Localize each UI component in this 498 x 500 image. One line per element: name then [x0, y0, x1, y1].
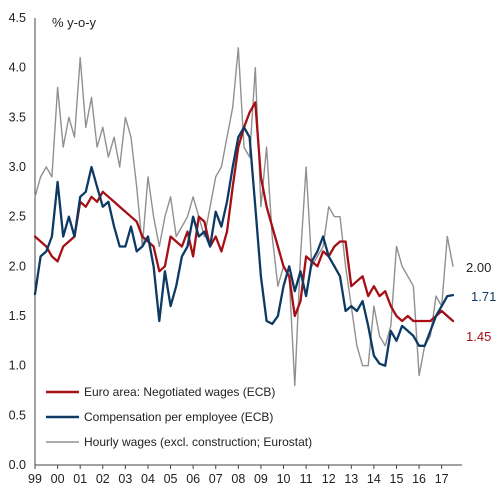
x-tick-label: 03	[118, 472, 132, 486]
x-tick-label: 12	[322, 472, 336, 486]
y-tick-label: 0.0	[9, 458, 26, 472]
x-tick-label: 05	[164, 472, 178, 486]
y-tick-label: 1.0	[9, 359, 26, 373]
x-tick-label: 01	[73, 472, 87, 486]
legend: Euro area: Negotiated wages (ECB) Compens…	[46, 385, 312, 449]
series-lines	[33, 47, 455, 387]
y-tick-label: 0.5	[9, 408, 26, 422]
x-tick-label: 02	[96, 472, 110, 486]
x-tick-label: 09	[254, 472, 268, 486]
x-tick-label: 16	[412, 472, 426, 486]
x-tick-label: 08	[231, 472, 245, 486]
y-tick-label: 3.0	[9, 160, 26, 174]
end-label-hourly: 2.00	[466, 260, 491, 275]
y-tick-label: 4.5	[9, 11, 26, 25]
series-line-compensation	[33, 126, 455, 367]
x-tick-label: 07	[209, 472, 223, 486]
x-tick-label: 15	[390, 472, 404, 486]
series-line-hourly	[34, 47, 454, 387]
x-axis: 99 00 01 02 03 04 05 06 07 08 09 10 11 12 13 14 15 16 17	[28, 464, 462, 486]
end-label-compensation: 1.71	[471, 289, 496, 304]
x-tick-label: 00	[51, 472, 65, 486]
y-tick-label: 2.5	[9, 210, 26, 224]
x-tick-label: 14	[367, 472, 381, 486]
legend-label-hourly: Hourly wages (excl. construction; Eurost…	[84, 435, 312, 449]
y-tick-label: 3.5	[9, 110, 26, 124]
y-axis: 0.0 0.5 1.0 1.5 2.0 2.5 3.0 3.5 4.0 4.5	[9, 11, 36, 472]
x-tick-label: 10	[277, 472, 291, 486]
x-tick-label: 04	[141, 472, 155, 486]
end-label-negotiated: 1.45	[466, 329, 491, 344]
x-tick-label: 99	[28, 472, 42, 486]
end-labels: 2.00 1.71 1.45	[466, 260, 496, 344]
y-tick-label: 4.0	[9, 61, 26, 75]
x-tick-label: 11	[300, 472, 313, 486]
x-tick-label: 06	[186, 472, 200, 486]
x-tick-label: 13	[344, 472, 358, 486]
y-tick-label: 1.5	[9, 309, 26, 323]
y-tick-label: 2.0	[9, 259, 26, 273]
x-tick-label: 17	[435, 472, 449, 486]
legend-label-negotiated: Euro area: Negotiated wages (ECB)	[84, 385, 275, 399]
unit-label: % y-o-y	[52, 15, 97, 30]
legend-label-compensation: Compensation per employee (ECB)	[84, 410, 273, 424]
